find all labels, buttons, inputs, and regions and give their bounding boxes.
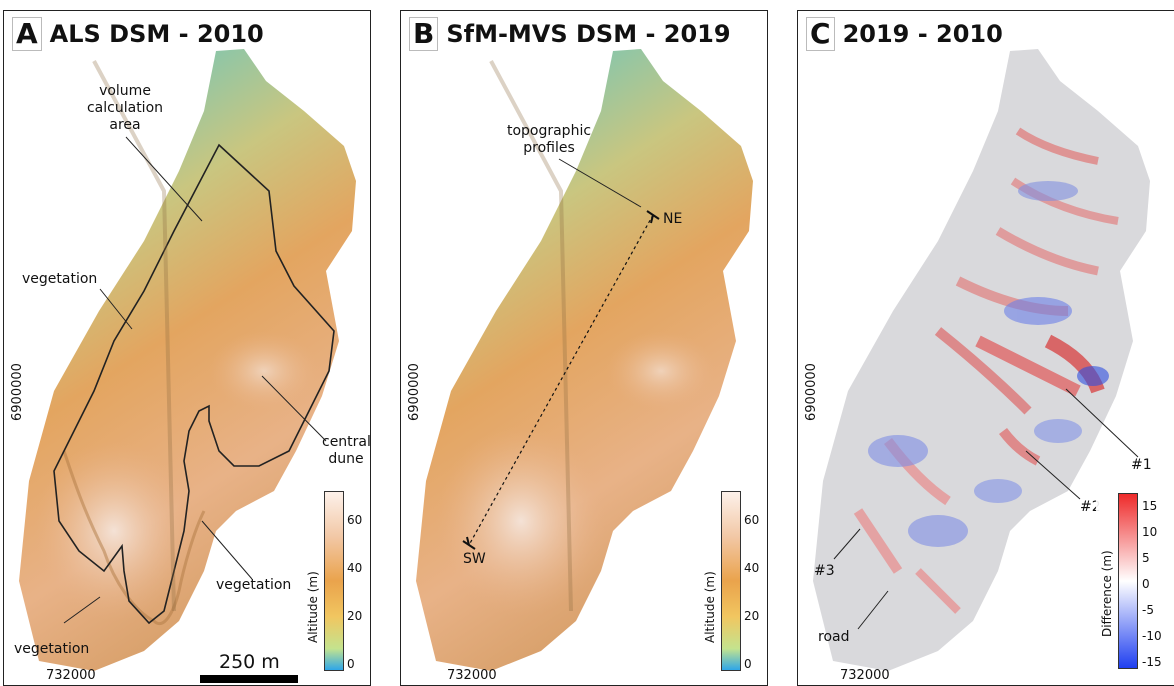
- easting-label: 732000: [447, 668, 497, 683]
- difference-legend: 15 10 5 0 -5 -10 -15 Difference (m): [1096, 487, 1174, 685]
- difference-tick: -10: [1142, 629, 1162, 643]
- difference-tick: 0: [1142, 577, 1150, 591]
- panel-b-title: B SfM-MVS DSM - 2019: [409, 17, 731, 51]
- sw-marker: [462, 536, 476, 550]
- difference-tick: 15: [1142, 499, 1158, 513]
- panel-letter: A: [12, 17, 42, 51]
- altitude-tick: 0: [347, 657, 355, 671]
- area-3-label: #3: [814, 563, 835, 579]
- area-2-label: #2: [1080, 499, 1101, 515]
- panel-c-title: C 2019 - 2010: [806, 17, 1003, 51]
- dsm-2019-map: [416, 49, 753, 671]
- difference-tick: -5: [1142, 603, 1154, 617]
- vegetation-label: vegetation: [14, 641, 90, 657]
- panel-c: C 2019 - 2010 #1 #2 #3 road 6900000 7320…: [797, 10, 1174, 686]
- altitude-legend: 0 20 40 60 Altitude (m): [699, 487, 767, 685]
- difference-tick: 5: [1142, 551, 1150, 565]
- northing-label: 6900000: [804, 363, 819, 421]
- panel-a-title: A ALS DSM - 2010: [12, 17, 264, 51]
- difference-colorbar: [1118, 493, 1138, 669]
- ne-marker: [646, 210, 660, 224]
- panel-b: B SfM-MVS DSM - 2019 topographic profiles…: [400, 10, 768, 686]
- northing-label: 6900000: [407, 363, 422, 421]
- volume-calculation-area-label: volume calculation area: [86, 83, 164, 133]
- difference-map: [813, 49, 1150, 671]
- altitude-tick: 20: [347, 609, 363, 623]
- altitude-legend: 0 20 40 60 Altitude (m): [302, 487, 370, 685]
- scale-bar: [200, 675, 298, 683]
- central-dune-label: central dune: [322, 434, 371, 467]
- altitude-tick: 0: [744, 657, 752, 671]
- dsm-2010-map: [19, 49, 356, 671]
- scale-bar-label: 250 m: [219, 651, 280, 673]
- altitude-colorbar: [324, 491, 344, 671]
- easting-label: 732000: [46, 668, 96, 683]
- ne-label: NE: [663, 211, 683, 227]
- panel-title-text: ALS DSM - 2010: [49, 20, 264, 48]
- topographic-profile-line: [468, 214, 654, 546]
- altitude-tick: 20: [744, 609, 760, 623]
- altitude-tick: 60: [744, 513, 760, 527]
- panel-a: A ALS DSM - 2010 volume calculation area v…: [3, 10, 371, 686]
- panel-title-text: 2019 - 2010: [842, 20, 1003, 48]
- area-1-label: #1: [1131, 457, 1152, 473]
- difference-tick: -15: [1142, 655, 1162, 669]
- altitude-tick: 60: [347, 513, 363, 527]
- difference-tick: 10: [1142, 525, 1158, 539]
- easting-label: 732000: [840, 668, 890, 683]
- northing-label: 6900000: [10, 363, 25, 421]
- altitude-colorbar: [721, 491, 741, 671]
- altitude-tick: 40: [347, 561, 363, 575]
- difference-colorbar-title: Difference (m): [1100, 550, 1114, 637]
- altitude-colorbar-title: Altitude (m): [306, 571, 320, 643]
- topographic-profiles-label: topographic profiles: [506, 123, 592, 156]
- road-label: road: [818, 629, 850, 645]
- panel-letter: B: [409, 17, 439, 51]
- sw-label: SW: [463, 551, 486, 567]
- vegetation-label: vegetation: [22, 271, 98, 287]
- altitude-colorbar-title: Altitude (m): [703, 571, 717, 643]
- panel-title-text: SfM-MVS DSM - 2019: [446, 20, 731, 48]
- altitude-tick: 40: [744, 561, 760, 575]
- panel-letter: C: [806, 17, 835, 51]
- vegetation-label: vegetation: [216, 577, 292, 593]
